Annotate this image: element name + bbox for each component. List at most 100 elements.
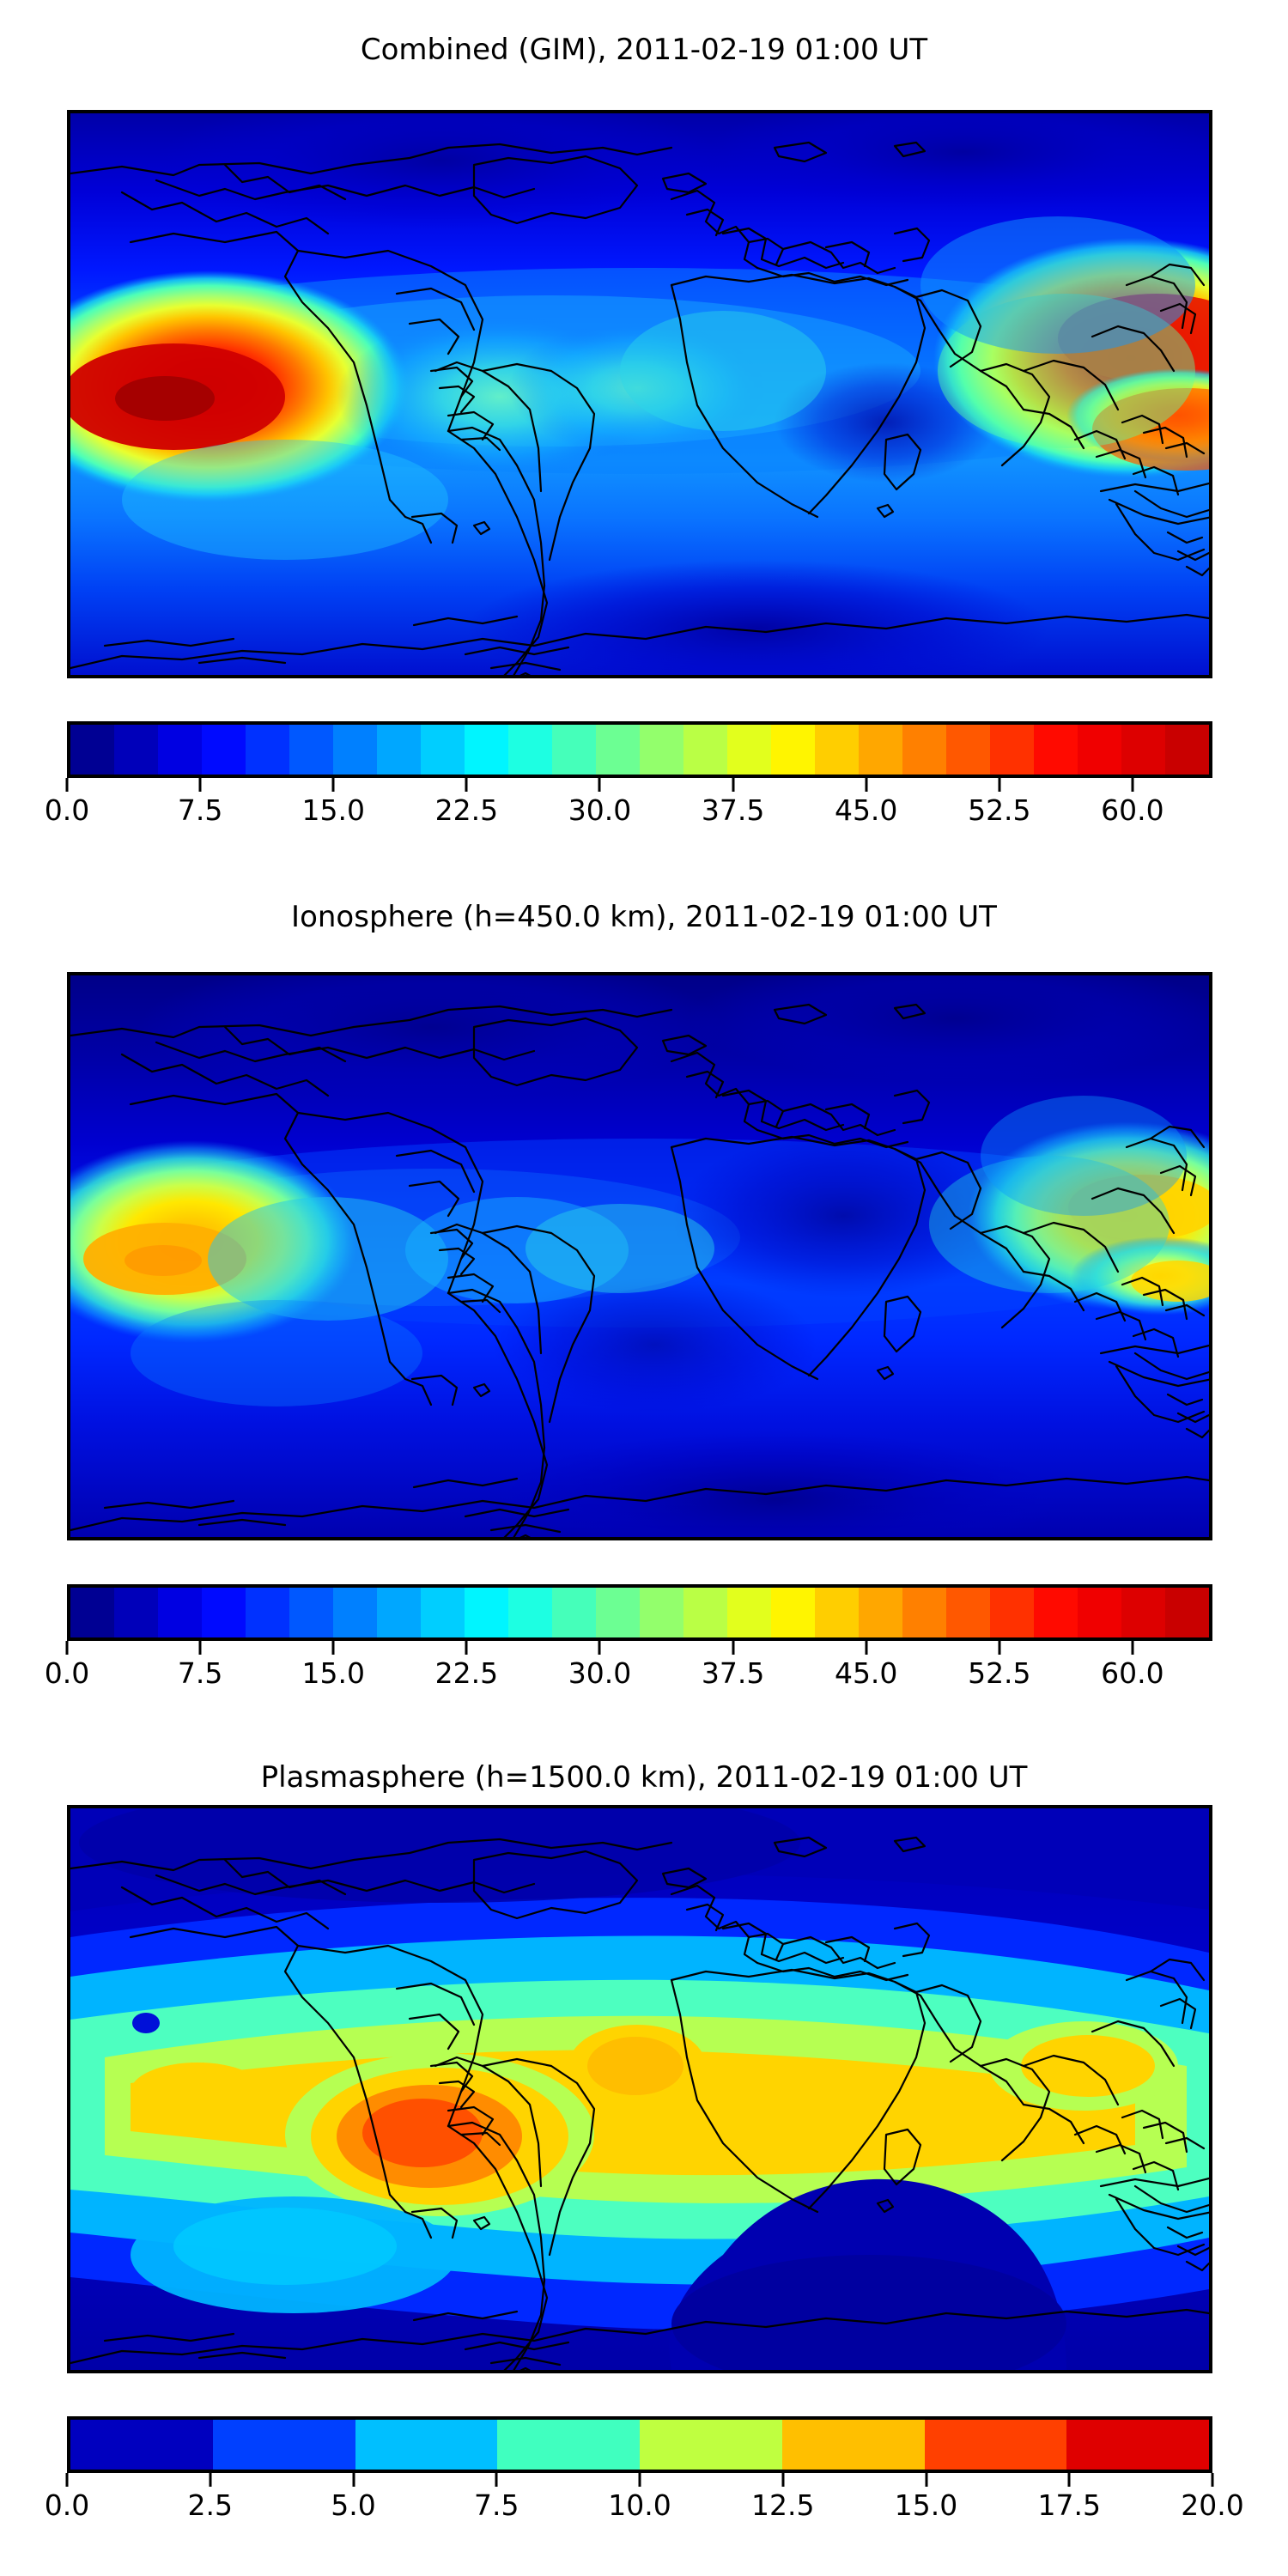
colorbar-segment bbox=[771, 1588, 815, 1637]
colorbar-segment bbox=[771, 725, 815, 775]
colorbar-tick bbox=[732, 1641, 735, 1655]
colorbar-segment bbox=[70, 1588, 114, 1637]
colorbar-segment bbox=[596, 725, 640, 775]
colorbar-segment bbox=[70, 725, 114, 775]
colorbar-tick-label: 7.5 bbox=[177, 1656, 223, 1690]
colorbar-segment bbox=[289, 1588, 333, 1637]
map-axes-ionosphere bbox=[67, 972, 1212, 1540]
colorbar-tick-label: 17.5 bbox=[1037, 2488, 1101, 2522]
colorbar-tick bbox=[638, 2473, 641, 2487]
colorbar-tick bbox=[352, 2473, 355, 2487]
colorbar-segment bbox=[683, 725, 727, 775]
panel-title-plasmasphere: Plasmasphere (h=1500.0 km), 2011-02-19 0… bbox=[260, 1760, 1028, 1795]
colorbar-segment bbox=[815, 1588, 859, 1637]
colorbar-segment bbox=[158, 725, 202, 775]
colorbar-tick-label: 10.0 bbox=[608, 2488, 671, 2522]
colorbar-segment bbox=[815, 725, 859, 775]
colorbar-tick-label: 5.0 bbox=[331, 2488, 376, 2522]
colorbar-segment bbox=[497, 2420, 640, 2470]
colorbar-tick bbox=[998, 778, 1001, 792]
colorbar-tick-label: 45.0 bbox=[834, 793, 898, 827]
colorbar-segment bbox=[1121, 725, 1165, 775]
colorbar-ticks-combined-gim bbox=[65, 778, 1212, 793]
colorbar-tick bbox=[495, 2473, 498, 2487]
colorbar-tick bbox=[998, 1641, 1001, 1655]
colorbar-tick-label: 22.5 bbox=[434, 793, 499, 827]
colorbar-segment bbox=[859, 725, 902, 775]
colorbar-tick-label: 7.5 bbox=[177, 793, 223, 827]
colorbar-segment bbox=[990, 1588, 1034, 1637]
colorbar-tick bbox=[65, 778, 69, 792]
colorbar-labels-combined-gim: 0.0 7.5 15.0 22.5 30.0 37.5 45.0 52.5 60.0 bbox=[45, 793, 1212, 833]
colorbar-tick-label: 22.5 bbox=[434, 1656, 499, 1690]
panel-plasmasphere: Plasmasphere (h=1500.0 km), 2011-02-19 0… bbox=[0, 1743, 1288, 2576]
colorbar-tick-label: 7.5 bbox=[474, 2488, 519, 2522]
colorbar-segment bbox=[246, 725, 289, 775]
colorbar-segment bbox=[781, 2420, 925, 2470]
colorbar-segment bbox=[158, 1588, 202, 1637]
colorbar-tick-label: 15.0 bbox=[301, 1656, 365, 1690]
colorbar-tick bbox=[65, 1641, 69, 1655]
colorbar-tick bbox=[465, 778, 468, 792]
colorbar-segment bbox=[114, 1588, 158, 1637]
colorbar-segment bbox=[377, 725, 421, 775]
colorbar-segment bbox=[465, 1588, 508, 1637]
panel-combined-gim: Combined (GIM), 2011-02-19 01:00 UT bbox=[0, 0, 1288, 859]
colorbar-segment bbox=[333, 725, 377, 775]
colorbar-segment bbox=[683, 1588, 727, 1637]
coastline-overlay bbox=[70, 1836, 1209, 2370]
colorbar-tick-label: 52.5 bbox=[968, 1656, 1031, 1690]
colorbar-segment bbox=[333, 1588, 377, 1637]
panel-ionosphere: Ionosphere (h=450.0 km), 2011-02-19 01:0… bbox=[0, 859, 1288, 1743]
colorbar-segment bbox=[552, 725, 596, 775]
colorbar-tick-label: 30.0 bbox=[568, 793, 632, 827]
colorbar-tick-label: 0.0 bbox=[44, 2488, 90, 2522]
panel-title-ionosphere: Ionosphere (h=450.0 km), 2011-02-19 01:0… bbox=[291, 900, 997, 934]
colorbar-segment bbox=[508, 725, 552, 775]
colorbar-segment bbox=[70, 2420, 213, 2470]
colorbar-gradient-combined-gim bbox=[67, 721, 1212, 778]
colorbar-segment bbox=[1066, 2420, 1209, 2470]
colorbar-segment bbox=[421, 725, 465, 775]
colorbar-tick-label: 60.0 bbox=[1101, 793, 1164, 827]
coastline-overlay bbox=[70, 1003, 1209, 1537]
colorbar-segment bbox=[946, 725, 990, 775]
colorbar-segment bbox=[246, 1588, 289, 1637]
colorbar-segment bbox=[946, 1588, 990, 1637]
colorbar-segment bbox=[902, 725, 946, 775]
colorbar-tick-label: 0.0 bbox=[44, 793, 90, 827]
colorbar-tick bbox=[65, 2473, 69, 2487]
colorbar-segment bbox=[990, 725, 1034, 775]
colorbar-segment bbox=[640, 1588, 683, 1637]
colorbar-tick bbox=[598, 1641, 601, 1655]
colorbar-tick bbox=[781, 2473, 785, 2487]
colorbar-segment bbox=[1034, 725, 1078, 775]
colorbar-labels-ionosphere: 0.0 7.5 15.0 22.5 30.0 37.5 45.0 52.5 60.0 bbox=[45, 1656, 1212, 1696]
colorbar-tick-label: 20.0 bbox=[1181, 2488, 1244, 2522]
colorbar-segment bbox=[640, 2420, 782, 2470]
colorbar-segment bbox=[552, 1588, 596, 1637]
colorbar-segment bbox=[1034, 1588, 1078, 1637]
colorbar-segment bbox=[640, 725, 683, 775]
colorbar-tick bbox=[732, 778, 735, 792]
colorbar-tick bbox=[865, 1641, 868, 1655]
map-axes-combined-gim bbox=[67, 110, 1212, 678]
colorbar-tick bbox=[465, 1641, 468, 1655]
colorbar-tick-label: 37.5 bbox=[701, 793, 765, 827]
colorbar-tick bbox=[198, 1641, 202, 1655]
colorbar-tick-label: 45.0 bbox=[834, 1656, 898, 1690]
colorbar-tick bbox=[1131, 1641, 1134, 1655]
colorbar-segment bbox=[727, 725, 771, 775]
colorbar-tick bbox=[331, 1641, 335, 1655]
colorbar-segment bbox=[202, 725, 246, 775]
colorbar-tick-label: 15.0 bbox=[301, 793, 365, 827]
colorbar-combined-gim: 0.0 7.5 15.0 22.5 30.0 37.5 45.0 52.5 60.0 bbox=[45, 721, 1212, 833]
colorbar-segment bbox=[1165, 1588, 1209, 1637]
colorbar-segment bbox=[465, 725, 508, 775]
colorbar-tick bbox=[1131, 778, 1134, 792]
colorbar-tick bbox=[865, 778, 868, 792]
tec-heatmap-ionosphere bbox=[70, 975, 1209, 1537]
map-axes-plasmasphere bbox=[67, 1805, 1212, 2373]
colorbar-tick bbox=[925, 2473, 927, 2487]
colorbar-segment bbox=[727, 1588, 771, 1637]
